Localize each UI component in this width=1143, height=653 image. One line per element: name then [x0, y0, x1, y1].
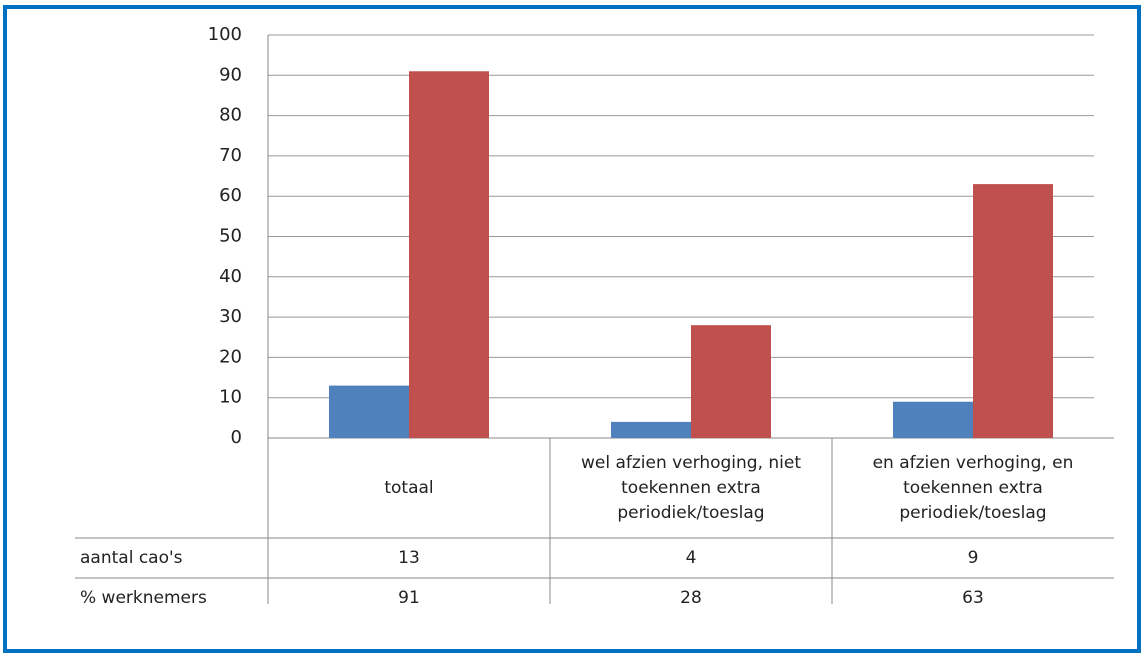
- y-tick-label: 40: [219, 266, 242, 287]
- bar: [329, 385, 409, 438]
- y-tick-label: 10: [219, 387, 242, 408]
- x-tick-label: wel afzien verhoging, niet toekennen ext…: [580, 452, 802, 523]
- y-tick-label: 0: [231, 427, 242, 448]
- y-tick-label: 50: [219, 226, 242, 247]
- bar: [611, 421, 691, 438]
- bar: [409, 71, 489, 439]
- chart: 0 10 20 30 40 50 60 70 80 90 100: [75, 24, 1114, 604]
- x-tick-label: totaal: [384, 477, 434, 498]
- bar: [691, 325, 771, 438]
- table-value: 63: [962, 587, 984, 608]
- bar: [893, 401, 973, 438]
- y-tick-label: 90: [219, 64, 242, 85]
- x-tick-label: en afzien verhoging, en toekennen extra …: [872, 452, 1074, 523]
- table-value: 13: [398, 547, 420, 568]
- y-tick-label: 20: [219, 346, 242, 367]
- table-value: 28: [680, 587, 702, 608]
- y-tick-label: 80: [219, 105, 242, 126]
- y-tick-label: 70: [219, 145, 242, 166]
- y-tick-label: 60: [219, 185, 242, 206]
- bar: [973, 184, 1053, 438]
- table-value: 9: [967, 547, 979, 568]
- table-row-label: % werknemers: [80, 587, 207, 608]
- y-tick-label: 30: [219, 306, 242, 327]
- table-value: 91: [398, 587, 420, 608]
- table-row-label: aantal cao's: [80, 547, 183, 568]
- table-value: 4: [685, 547, 697, 568]
- y-tick-label: 100: [208, 24, 242, 45]
